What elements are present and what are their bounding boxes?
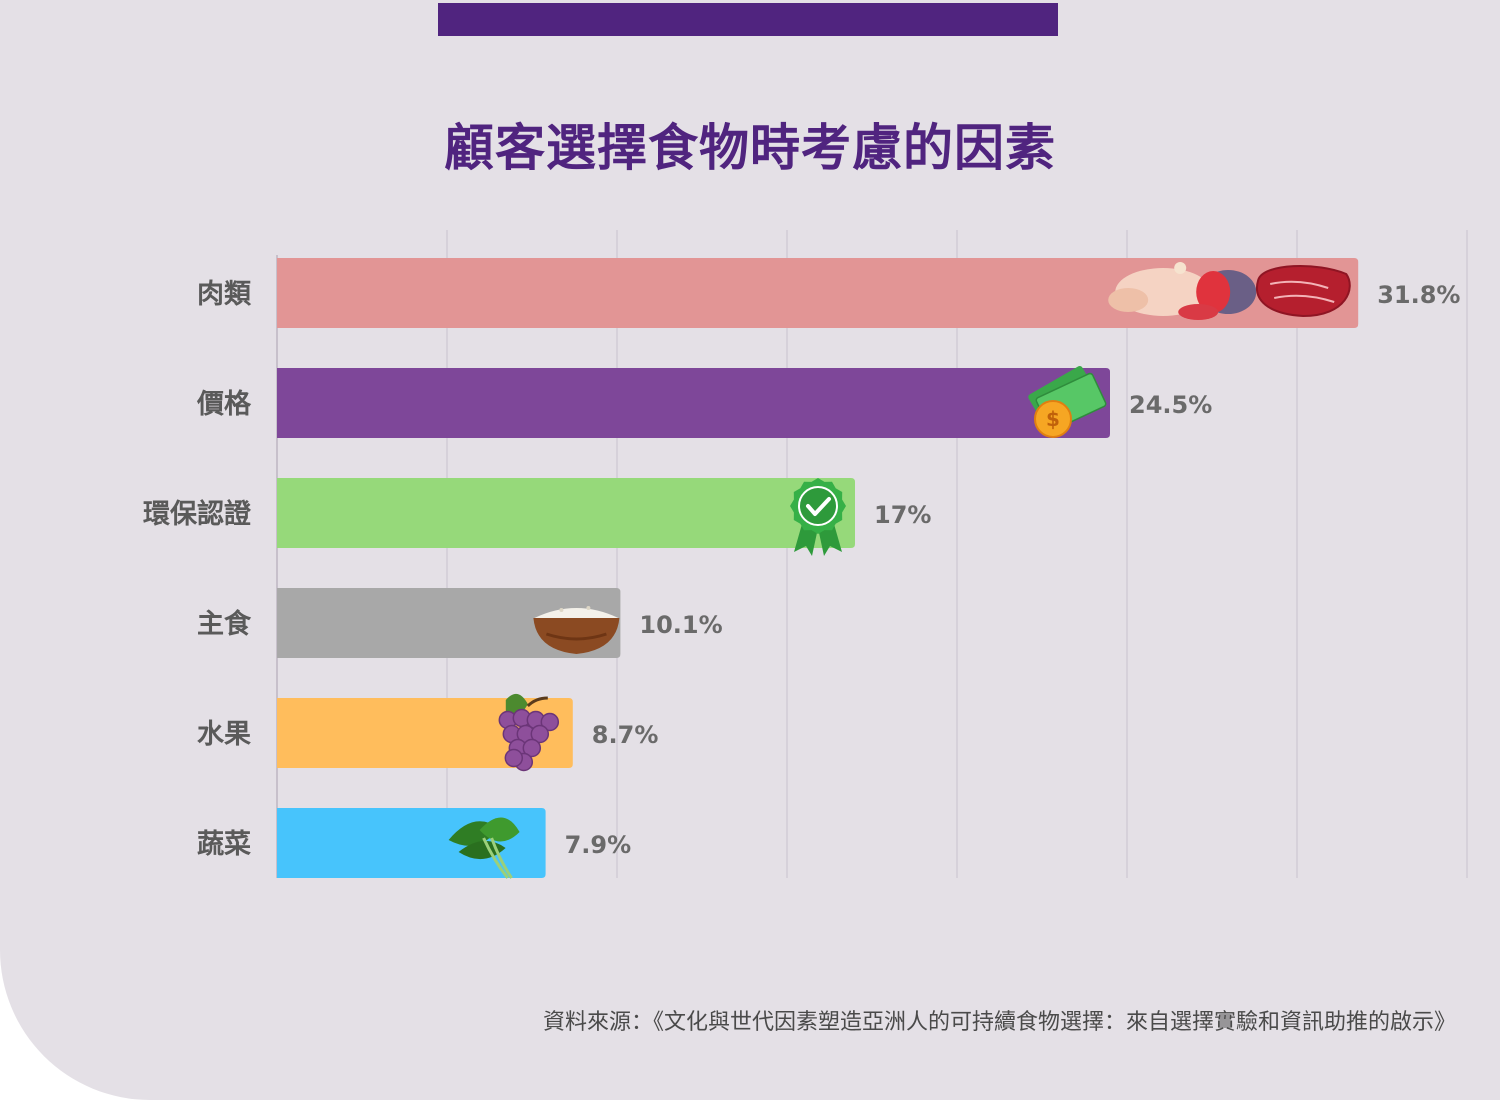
chart-title: 顧客選擇食物時考慮的因素: [444, 119, 1056, 177]
svg-text:$: $: [1046, 407, 1060, 431]
bar-chart: 肉類 31.8% 價格 $24.5% 環保認證 17% 主食 10.1% 水果 8.7% 蔬菜 7.9…: [143, 230, 1468, 879]
category-label: 肉類: [197, 279, 252, 310]
bar: [277, 478, 855, 548]
value-label: 31.8%: [1377, 281, 1460, 309]
source-note: 資料來源：《文化與世代因素塑造亞洲人的可持續食物選擇：來自選擇實驗和資訊助推的啟…: [542, 1010, 1456, 1035]
certified-badge-icon: [790, 478, 846, 556]
value-label: 17%: [874, 501, 931, 529]
category-label: 環保認證: [143, 498, 252, 530]
category-label: 蔬菜: [197, 829, 251, 860]
meat-icon: [1108, 262, 1351, 320]
rice-bowl-icon: [533, 606, 620, 654]
bar: [277, 258, 1359, 328]
spinach-icon: [448, 817, 520, 879]
value-label: 8.7%: [592, 721, 659, 749]
value-label: 7.9%: [565, 831, 632, 859]
bar: [277, 698, 573, 768]
header-accent-bar: [438, 3, 1058, 36]
value-label: 10.1%: [639, 611, 722, 639]
category-label: 主食: [197, 608, 252, 640]
bar: [277, 368, 1110, 438]
category-label: 價格: [196, 389, 252, 420]
value-label: 24.5%: [1129, 391, 1212, 419]
grapes-icon: [498, 693, 560, 772]
category-label: 水果: [197, 719, 251, 750]
bar: [277, 588, 621, 658]
money-icon: $: [1028, 366, 1107, 438]
